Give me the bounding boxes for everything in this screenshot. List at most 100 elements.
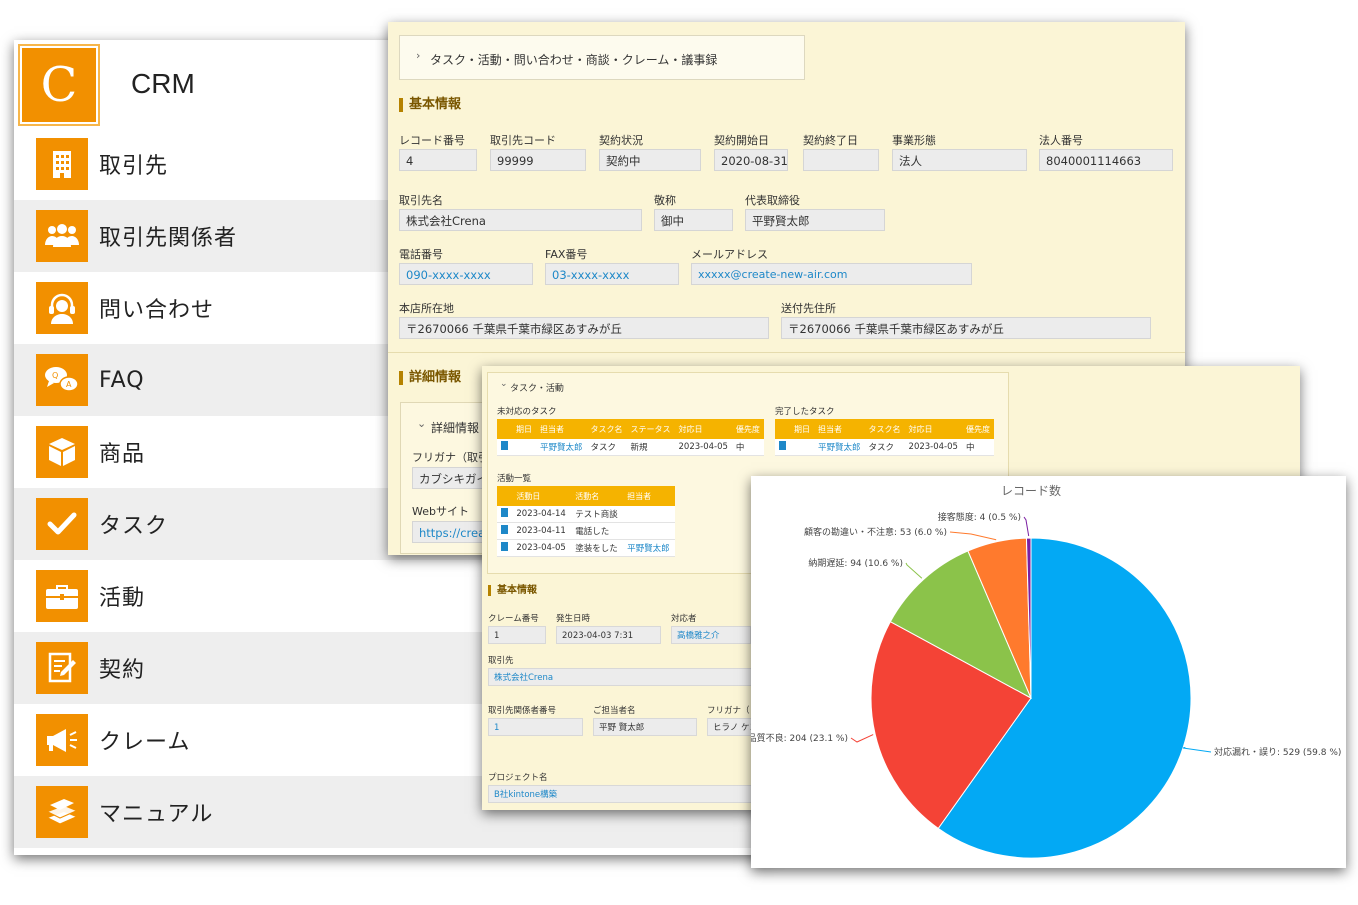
document-icon[interactable] — [775, 439, 790, 456]
phone-field[interactable]: 090-xxxx-xxxx — [399, 263, 533, 285]
table-header: 優先度 — [961, 419, 994, 439]
document-icon[interactable] — [497, 522, 513, 540]
fax-field[interactable]: 03-xxxx-xxxx — [545, 263, 679, 285]
ship-address-field[interactable]: 〒2670066 千葉県千葉市緑区あすみが丘 — [781, 317, 1151, 339]
pie-slice[interactable] — [1025, 537, 1032, 699]
owner-cell[interactable]: 平野賢太郎 — [623, 539, 675, 557]
due-cell — [512, 439, 536, 456]
client-name-field[interactable]: 株式会社Crena — [399, 209, 642, 231]
hq-address-field[interactable]: 〒2670066 千葉県千葉市緑区あすみが丘 — [399, 317, 769, 339]
document-icon[interactable] — [497, 539, 513, 557]
project-field[interactable]: B社kintone構築 — [488, 785, 752, 803]
crm-logo[interactable]: C — [18, 44, 100, 126]
client-code-field[interactable]: 99999 — [490, 149, 586, 171]
claim-no-label: クレーム番号 — [488, 614, 539, 624]
pie-label-leader — [905, 562, 923, 579]
claim-no-field[interactable]: 1 — [488, 626, 546, 644]
pie-slice[interactable] — [870, 620, 1032, 830]
document-icon[interactable] — [497, 506, 513, 523]
email-field[interactable]: xxxxx@create-new-air.com — [691, 263, 972, 285]
business-type-label: 事業形態 — [892, 134, 936, 147]
detail-subsection: ⌄ 詳細情報 フリガナ（取引 カブシキガイ Webサイト https://cre… — [400, 402, 492, 554]
contract-status-field[interactable]: 契約中 — [599, 149, 701, 171]
pie-label-leader — [850, 734, 874, 743]
table-header: 活動日 — [512, 486, 572, 506]
status-cell: 新規 — [626, 439, 675, 456]
table-header — [497, 419, 512, 439]
date-cell: 2023-04-05 — [512, 539, 572, 557]
table-header-row: 期日 担当者 タスク名 対応日 優先度 — [775, 419, 994, 439]
ship-address-label: 送付先住所 — [781, 302, 836, 315]
handler-field[interactable]: 高橋雅之介 — [671, 626, 751, 644]
occurred-field[interactable]: 2023-04-03 7:31 — [556, 626, 661, 644]
email-label: メールアドレス — [691, 248, 768, 261]
date-cell: 2023-04-05 — [904, 439, 962, 456]
honorific-field[interactable]: 御中 — [654, 209, 733, 231]
table-row[interactable]: 2023-04-11 電話した — [497, 522, 675, 540]
table-header: ステータス — [626, 419, 675, 439]
table-row[interactable]: 2023-04-14 テスト商談 — [497, 506, 675, 523]
sidebar-item-label: 商品 — [99, 442, 146, 467]
table-row[interactable]: 2023-04-05 塗装をした 平野賢太郎 — [497, 539, 675, 557]
activity-cell: テスト商談 — [571, 506, 624, 523]
ceo-field[interactable]: 平野賢太郎 — [745, 209, 885, 231]
contract-icon — [36, 642, 88, 694]
owner-cell[interactable]: 平野賢太郎 — [814, 439, 865, 456]
section-title-basic: 基本情報 — [399, 98, 461, 112]
record-count-chart: レコード数 対応漏れ・誤り: 529 (59.8 %) 品質不良: 204 (23… — [751, 476, 1346, 868]
owner-cell[interactable] — [623, 506, 675, 523]
task-cell: タスク — [864, 439, 905, 456]
table-row[interactable]: 平野賢太郎 タスク 新規 2023-04-05 中 — [497, 439, 764, 456]
website-field[interactable]: https://creat — [412, 521, 490, 543]
priority-cell: 中 — [961, 439, 994, 456]
due-cell — [790, 439, 814, 456]
pie-label-leader — [949, 531, 997, 541]
sidebar-item-label: 取引先関係者 — [99, 226, 238, 251]
breadcrumb[interactable]: › タスク・活動・問い合わせ・商談・クレーム・議事録 — [399, 35, 805, 80]
sidebar-item-claims[interactable]: クレーム — [14, 704, 774, 776]
pie-label-leader — [1023, 516, 1030, 537]
contract-start-field[interactable]: 2020-08-31 — [714, 149, 788, 171]
document-icon[interactable] — [497, 439, 512, 456]
open-tasks-table: 期日 担当者 タスク名 ステータス 対応日 優先度 平野賢太郎 タスク 新規 2… — [497, 419, 764, 456]
contact-kana-field[interactable]: ヒラノ ケン — [707, 718, 755, 736]
table-header: 対応日 — [674, 419, 732, 439]
task-activity-toggle[interactable]: タスク・活動 — [510, 384, 564, 394]
contact-no-field[interactable]: 1 — [488, 718, 583, 736]
pie-slice[interactable] — [889, 550, 1033, 700]
chevron-down-icon[interactable]: ⌄ — [500, 379, 508, 389]
owner-cell[interactable] — [623, 522, 675, 540]
pie-chart: 対応漏れ・誤り: 529 (59.8 %) 品質不良: 204 (23.1 %) 納… — [751, 511, 1341, 859]
activities-table: 活動日 活動名 担当者 2023-04-14 テスト商談 2023-04-11 … — [497, 486, 675, 557]
table-header — [497, 486, 513, 506]
corp-no-label: 法人番号 — [1039, 134, 1083, 147]
pie-label-leader — [1182, 746, 1212, 753]
table-row[interactable]: 平野賢太郎 タスク 2023-04-05 中 — [775, 439, 994, 456]
furigana-field[interactable]: カブシキガイ — [412, 467, 490, 489]
sidebar-item-inquiries[interactable]: 問い合わせ — [14, 272, 774, 344]
section-title-detail: 詳細情報 — [399, 371, 461, 385]
detail-toggle-label[interactable]: 詳細情報 — [431, 421, 480, 435]
pie-slice[interactable] — [937, 537, 1192, 859]
client-field[interactable]: 株式会社Crena — [488, 668, 752, 686]
phone-label: 電話番号 — [399, 248, 443, 261]
pie-data-label: 納期遅延: 94 (10.6 %) — [808, 557, 903, 569]
table-header: 活動名 — [571, 486, 624, 506]
table-header-row: 活動日 活動名 担当者 — [497, 486, 675, 506]
sidebar-item-products[interactable]: 商品 — [14, 416, 774, 488]
table-header: タスク名 — [864, 419, 905, 439]
contact-name-field[interactable]: 平野 賢太郎 — [593, 718, 697, 736]
megaphone-icon — [36, 714, 88, 766]
sidebar-item-activities[interactable]: 活動 — [14, 560, 774, 632]
chevron-down-icon[interactable]: ⌄ — [417, 417, 427, 430]
hq-address-label: 本店所在地 — [399, 302, 454, 315]
client-label: 取引先 — [488, 656, 514, 666]
breadcrumb-label: タスク・活動・問い合わせ・商談・クレーム・議事録 — [430, 53, 718, 67]
business-type-field[interactable]: 法人 — [892, 149, 1027, 171]
owner-cell[interactable]: 平野賢太郎 — [536, 439, 587, 456]
contract-end-field[interactable] — [803, 149, 879, 171]
sidebar-item-clients[interactable]: 取引先 — [14, 128, 774, 200]
record-no-field[interactable]: 4 — [399, 149, 477, 171]
corp-no-field[interactable]: 8040001114663 — [1039, 149, 1173, 171]
contract-start-label: 契約開始日 — [714, 134, 769, 147]
